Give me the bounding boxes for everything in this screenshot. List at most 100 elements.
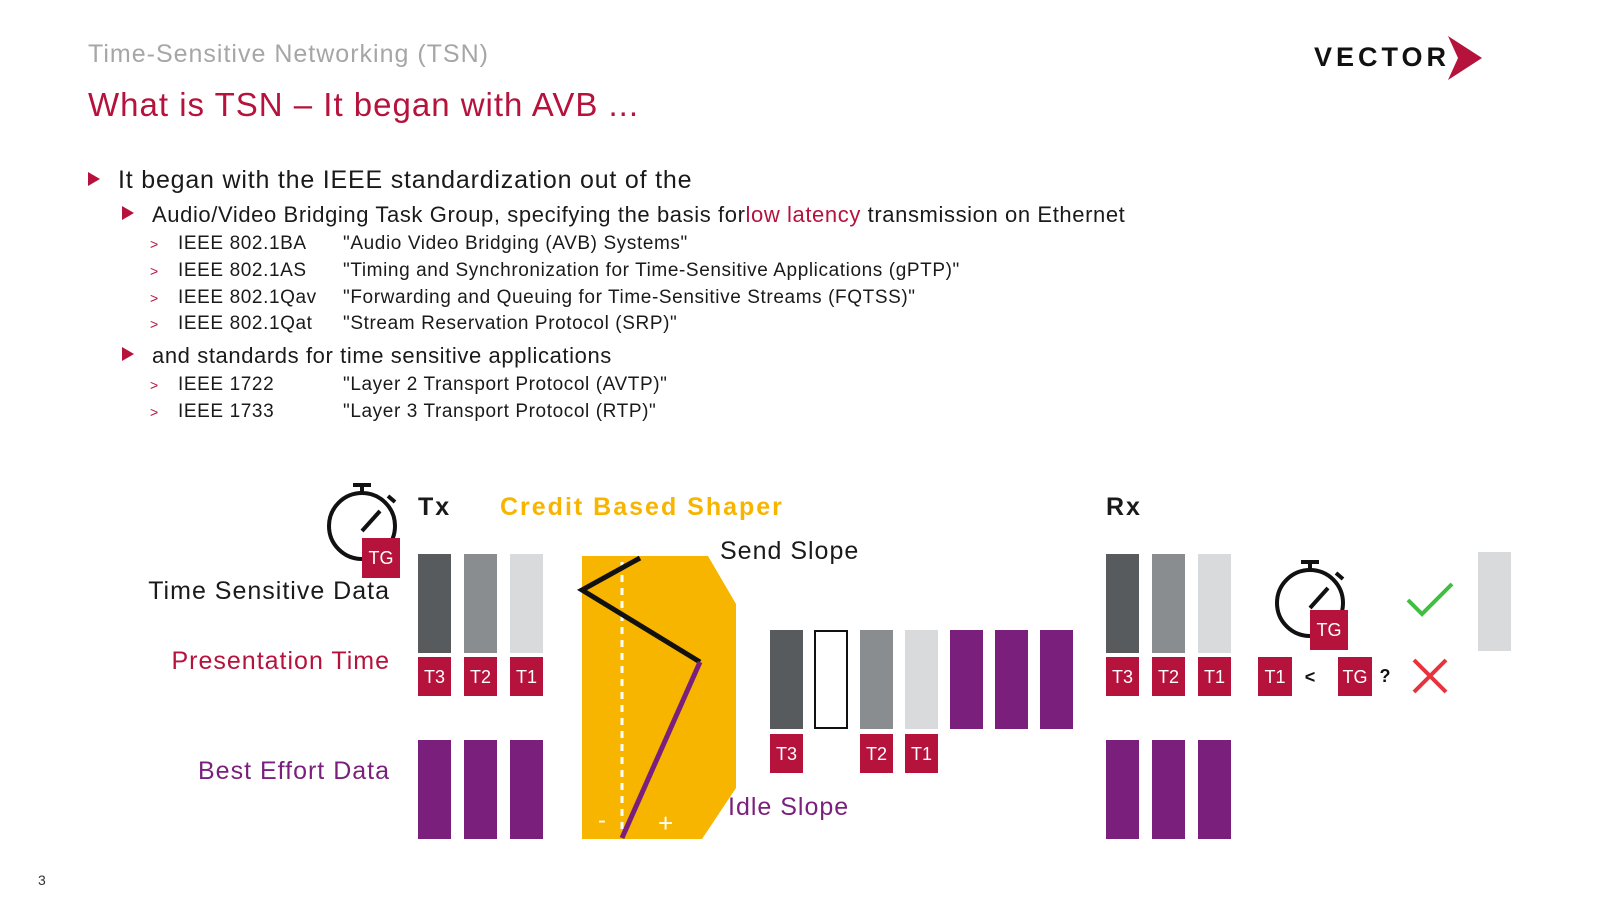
sub-bullet-marker: > xyxy=(150,377,159,393)
t2-label: T2 xyxy=(470,667,491,687)
minus-sign: - xyxy=(598,807,606,834)
standard-desc: "Timing and Synchronization for Time-Sen… xyxy=(343,260,960,281)
rx-tag-t2: T2 xyxy=(1152,657,1185,696)
logo-chevron-icon xyxy=(1448,36,1482,80)
t1-label: T1 xyxy=(1264,667,1285,687)
standard-item: > IEEE 802.1BA "Audio Video Bridging (AV… xyxy=(150,233,688,255)
t1-label: T1 xyxy=(1204,667,1225,687)
less-than-sign: < xyxy=(1305,667,1316,687)
standard-desc: "Audio Video Bridging (AVB) Systems" xyxy=(343,233,688,254)
rx-be-frame xyxy=(1198,740,1231,839)
delivered-frame xyxy=(1478,552,1511,651)
bullet-triangle-icon xyxy=(122,206,134,220)
standard-item: > IEEE 1722 "Layer 2 Transport Protocol … xyxy=(150,374,668,396)
sub-bullet-marker: > xyxy=(150,316,159,332)
t3-label: T3 xyxy=(1112,667,1133,687)
bullet-text-post: transmission on Ethernet xyxy=(860,202,1126,227)
rx-ts-frame-t2 xyxy=(1152,554,1185,653)
out-be-frame xyxy=(1040,630,1073,729)
compare-t1: T1 xyxy=(1258,657,1292,696)
row-label-time-sensitive: Time Sensitive Data xyxy=(148,577,390,605)
tx-ts-frame-t2 xyxy=(464,554,497,653)
rx-be-frame xyxy=(1106,740,1139,839)
standard-desc: "Stream Reservation Protocol (SRP)" xyxy=(343,313,678,334)
compare-tg: TG xyxy=(1338,657,1372,696)
idle-slope-line xyxy=(619,660,703,840)
rx-tag-t3: T3 xyxy=(1106,657,1139,696)
cross-icon xyxy=(1412,658,1448,694)
rx-be-frame xyxy=(1152,740,1185,839)
send-slope-line xyxy=(577,555,702,665)
bullet-text: It began with the IEEE standardization o… xyxy=(118,166,693,194)
tx-be-frame xyxy=(464,740,497,839)
tg-label: TG xyxy=(369,548,394,568)
page-number: 3 xyxy=(38,872,46,888)
standard-item: > IEEE 802.1AS "Timing and Synchronizati… xyxy=(150,260,960,282)
out-be-frame xyxy=(950,630,983,729)
logo-text: VECTOR xyxy=(1314,42,1451,72)
tx-tag-t3: T3 xyxy=(418,657,451,696)
out-ts-frame-t3 xyxy=(770,630,803,729)
tx-tag-t2: T2 xyxy=(464,657,497,696)
t2-label: T2 xyxy=(1158,667,1179,687)
question-mark: ? xyxy=(1380,666,1391,686)
shaper-label: Credit Based Shaper xyxy=(500,493,784,521)
out-tag-t3: T3 xyxy=(770,734,803,773)
out-ts-frame-t2 xyxy=(860,630,893,729)
bullet-highlight-low-latency: low latency xyxy=(745,202,861,227)
row-label-presentation-time: Presentation Time xyxy=(171,647,390,675)
tx-label: Tx xyxy=(418,493,452,521)
send-slope-label: Send Slope xyxy=(720,537,860,565)
rx-ts-frame-t3 xyxy=(1106,554,1139,653)
out-tag-t1: T1 xyxy=(905,734,938,773)
shaper-block xyxy=(582,556,736,839)
bullet-level2-avb-task-group: Audio/Video Bridging Task Group, specify… xyxy=(122,202,1125,228)
t1-label: T1 xyxy=(911,744,932,764)
standard-desc: "Layer 3 Transport Protocol (RTP)" xyxy=(343,401,657,422)
standard-item: > IEEE 802.1Qav "Forwarding and Queuing … xyxy=(150,287,916,309)
bullet-triangle-icon xyxy=(88,172,100,186)
standard-desc: "Layer 2 Transport Protocol (AVTP)" xyxy=(343,374,668,395)
bullet-triangle-icon xyxy=(122,347,134,361)
tx-tg-badge: TG xyxy=(362,538,400,578)
t1-label: T1 xyxy=(516,667,537,687)
bullet-level2-applications: and standards for time sensitive applica… xyxy=(122,343,612,369)
bullet-level1-ieee: It began with the IEEE standardization o… xyxy=(88,166,692,195)
sub-bullet-marker: > xyxy=(150,236,159,252)
t3-label: T3 xyxy=(424,667,445,687)
sub-bullet-marker: > xyxy=(150,404,159,420)
idle-slope-label: Idle Slope xyxy=(728,793,850,821)
section-kicker: Time-Sensitive Networking (TSN) xyxy=(88,40,489,68)
rx-label: Rx xyxy=(1106,493,1142,521)
standard-id: IEEE 1722 xyxy=(178,374,275,395)
out-gap-slot xyxy=(814,630,848,729)
bullet-text-pre: Audio/Video Bridging Task Group, specify… xyxy=(152,202,746,227)
t2-label: T2 xyxy=(866,744,887,764)
vector-logo: VECTOR xyxy=(1314,36,1484,80)
plus-sign: + xyxy=(658,808,673,838)
check-icon xyxy=(1406,582,1454,617)
bullet-text: and standards for time sensitive applica… xyxy=(152,343,612,368)
rx-tg-badge: TG xyxy=(1310,610,1348,650)
page-title: What is TSN – It began with AVB ... xyxy=(88,86,640,123)
out-tag-t2: T2 xyxy=(860,734,893,773)
rx-tag-t1: T1 xyxy=(1198,657,1231,696)
sub-bullet-marker: > xyxy=(150,263,159,279)
t3-label: T3 xyxy=(776,744,797,764)
out-be-frame xyxy=(995,630,1028,729)
tx-tag-t1: T1 xyxy=(510,657,543,696)
standard-id: IEEE 802.1Qat xyxy=(178,313,313,334)
standard-id: IEEE 802.1BA xyxy=(178,233,307,254)
tx-ts-frame-t3 xyxy=(418,554,451,653)
standard-id: IEEE 1733 xyxy=(178,401,275,422)
standard-id: IEEE 802.1AS xyxy=(178,260,307,281)
standard-item: > IEEE 1733 "Layer 3 Transport Protocol … xyxy=(150,401,656,423)
tg-label: TG xyxy=(1317,620,1342,640)
standard-item: > IEEE 802.1Qat "Stream Reservation Prot… xyxy=(150,313,677,335)
tx-ts-frame-t1 xyxy=(510,554,543,653)
row-label-best-effort: Best Effort Data xyxy=(197,757,390,785)
sub-bullet-marker: > xyxy=(150,290,159,306)
tx-be-frame xyxy=(418,740,451,839)
tx-be-frame xyxy=(510,740,543,839)
rx-ts-frame-t1 xyxy=(1198,554,1231,653)
